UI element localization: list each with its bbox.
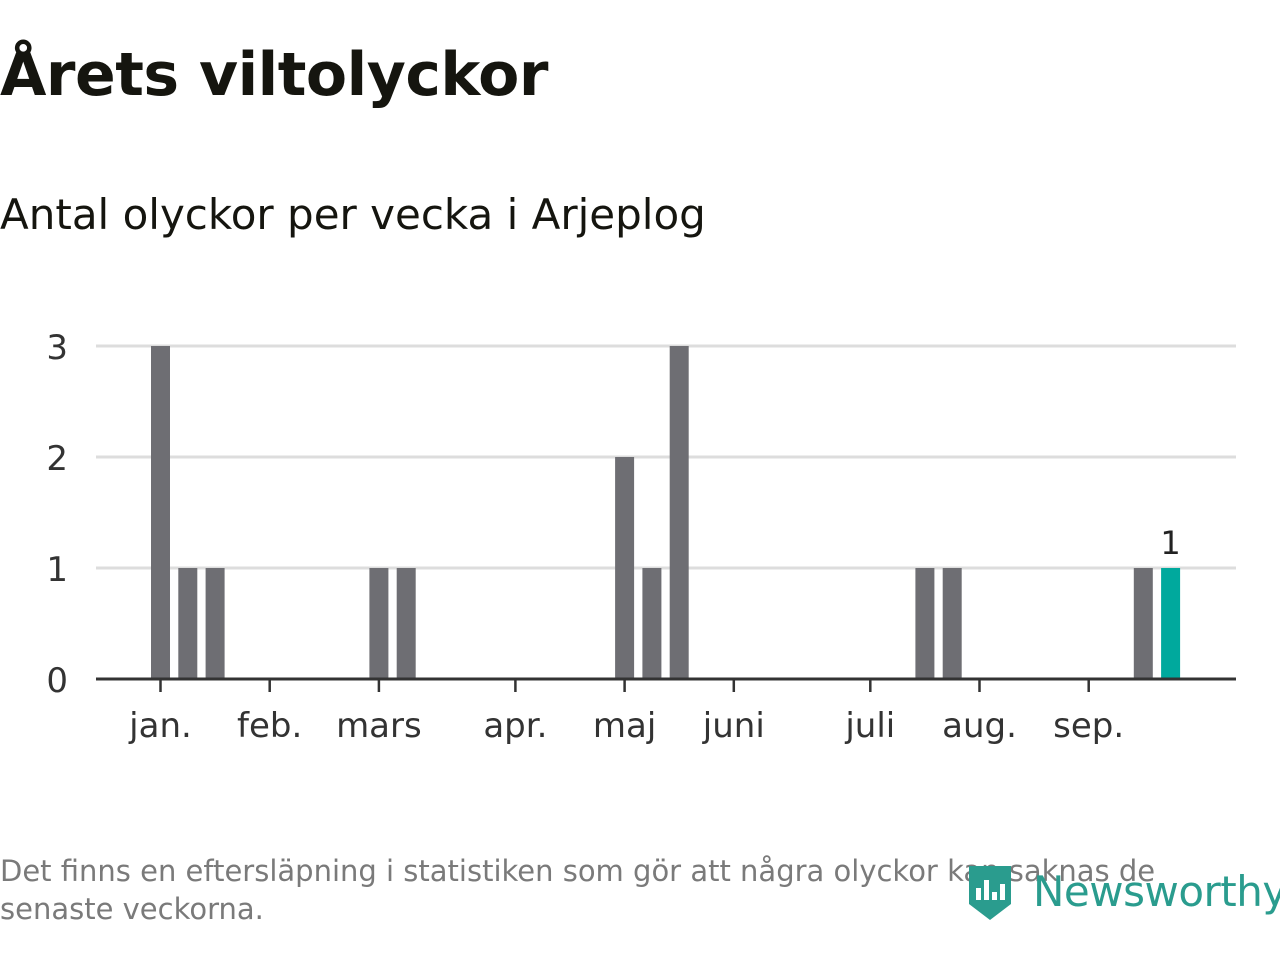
x-tick-label: sep. — [1053, 706, 1124, 746]
chart-title: Årets viltolyckor — [0, 40, 549, 110]
x-tick-label: feb. — [237, 706, 302, 746]
bar — [369, 568, 389, 679]
x-tick-label: maj — [593, 706, 656, 746]
y-axis-tick-labels: 0 1 2 3 — [46, 328, 68, 701]
y-tick-label: 1 — [46, 550, 68, 590]
x-tick-label: jan. — [128, 706, 192, 746]
brand-logo[interactable]: Newsworthy — [965, 860, 1280, 922]
x-tick-label: apr. — [483, 706, 547, 746]
bar — [151, 346, 170, 679]
x-axis-ticks: jan. feb. mars apr. maj juni juli aug. sep. — [128, 679, 1124, 746]
data-label: 1 — [1160, 524, 1180, 562]
x-tick-label: juli — [844, 706, 895, 746]
x-tick-label: juni — [702, 706, 765, 746]
x-tick-label: aug. — [942, 706, 1017, 746]
bars — [151, 346, 1181, 679]
brand-name: Newsworthy — [1033, 866, 1280, 916]
bar-chart: 0 1 2 3 jan. feb. mars apr. maj juni juli aug. sep.… — [46, 328, 1236, 746]
data-labels: 1 — [1160, 524, 1180, 562]
y-tick-label: 0 — [46, 661, 68, 701]
chart-subtitle: Antal olyckor per vecka i Arjeplog — [0, 190, 706, 239]
bar — [942, 568, 962, 679]
bar — [615, 457, 635, 679]
bar — [669, 346, 689, 679]
y-tick-label: 2 — [46, 439, 68, 479]
bar — [642, 568, 662, 679]
bar — [915, 568, 935, 679]
newsworthy-logo-icon — [969, 866, 1011, 920]
bar — [205, 568, 225, 679]
bar — [178, 568, 198, 679]
bar — [396, 568, 416, 679]
bar — [1133, 568, 1153, 679]
y-tick-label: 3 — [46, 328, 68, 368]
bar — [1161, 568, 1181, 679]
x-tick-label: mars — [336, 706, 422, 746]
gridlines — [96, 344, 1236, 570]
footnote: Det finns en eftersläpning i statistiken… — [0, 854, 1156, 926]
